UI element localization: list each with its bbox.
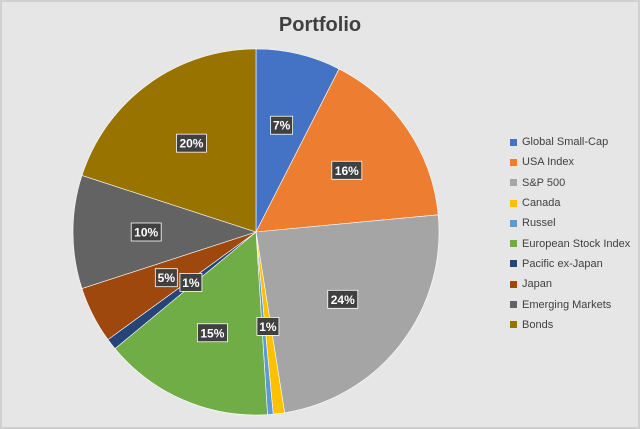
data-label-emerging-markets: 10% bbox=[130, 222, 162, 242]
legend-item-global-small-cap: Global Small-Cap bbox=[510, 132, 632, 152]
svg-text:7%: 7% bbox=[273, 119, 291, 133]
legend-label: Emerging Markets bbox=[522, 298, 612, 311]
legend-swatch bbox=[510, 321, 517, 329]
data-label-european-stock-index: 15% bbox=[196, 323, 228, 343]
legend-label: Pacific ex-Japan bbox=[522, 257, 603, 270]
legend-label: USA Index bbox=[522, 156, 574, 169]
legend-swatch bbox=[510, 199, 517, 207]
svg-text:10%: 10% bbox=[134, 226, 158, 240]
legend-swatch bbox=[510, 138, 517, 146]
svg-text:1%: 1% bbox=[259, 320, 277, 334]
svg-text:1%: 1% bbox=[182, 276, 200, 290]
legend-label: Japan bbox=[522, 278, 552, 291]
legend-swatch bbox=[510, 158, 517, 166]
svg-text:5%: 5% bbox=[158, 271, 176, 285]
pie-slice-emerging-markets bbox=[72, 175, 257, 289]
legend-item-pacific-ex-japan: Pacific ex-Japan bbox=[510, 254, 632, 274]
legend-item-canada: Canada bbox=[510, 193, 632, 213]
legend-label: S&P 500 bbox=[522, 176, 566, 189]
legend-item-japan: Japan bbox=[510, 274, 632, 294]
legend-item-s-p-500: S&P 500 bbox=[510, 173, 632, 193]
pie-slice-european-stock-index bbox=[114, 231, 268, 416]
legend-label: Russel bbox=[522, 217, 556, 230]
data-label-s-p-500: 24% bbox=[327, 289, 359, 309]
data-label-japan: 5% bbox=[154, 268, 178, 288]
legend-swatch bbox=[510, 219, 517, 227]
data-label-global-small-cap: 7% bbox=[270, 115, 294, 135]
data-label-pacific-ex-japan: 1% bbox=[179, 273, 203, 292]
legend-item-european-stock-index: European Stock Index bbox=[510, 233, 632, 253]
legend-item-emerging-markets: Emerging Markets bbox=[510, 294, 632, 314]
svg-text:20%: 20% bbox=[179, 137, 203, 151]
legend-item-bonds: Bonds bbox=[510, 315, 632, 335]
data-label-canada: 1% bbox=[256, 317, 280, 336]
legend-label: Bonds bbox=[522, 318, 554, 331]
legend-swatch bbox=[510, 240, 517, 248]
svg-text:16%: 16% bbox=[335, 164, 359, 178]
svg-text:15%: 15% bbox=[200, 326, 224, 340]
legend-swatch bbox=[510, 179, 517, 187]
legend-swatch bbox=[510, 301, 517, 309]
data-label-usa-index: 16% bbox=[331, 160, 363, 180]
pie-slice-s-p-500 bbox=[255, 214, 440, 414]
legend-label: European Stock Index bbox=[522, 237, 631, 250]
legend-swatch bbox=[510, 260, 517, 268]
data-label-bonds: 20% bbox=[176, 133, 207, 153]
pie-slice-bonds bbox=[81, 48, 257, 233]
legend-item-usa-index: USA Index bbox=[510, 152, 632, 172]
chart-title: Portfolio bbox=[278, 14, 362, 36]
pie-slice-usa-index bbox=[255, 68, 439, 233]
legend-label: Canada bbox=[522, 197, 561, 210]
svg-text:24%: 24% bbox=[331, 293, 355, 307]
legend-label: Global Small-Cap bbox=[522, 136, 609, 149]
legend-item-russel: Russel bbox=[510, 213, 632, 233]
legend: Global Small-Cap USA Index S&P 500 Canada Ru… bbox=[510, 132, 632, 335]
legend-swatch bbox=[510, 280, 517, 288]
